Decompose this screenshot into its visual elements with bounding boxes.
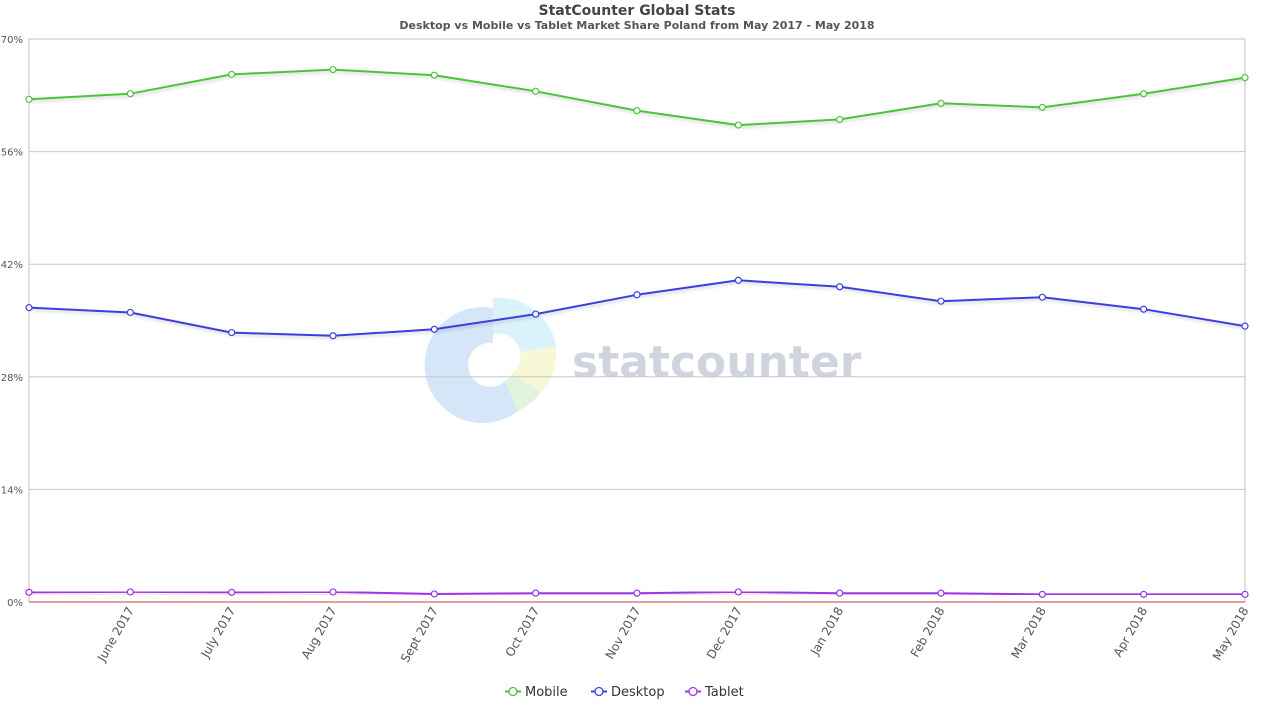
- y-tick-label: 56%: [1, 148, 23, 159]
- point-desktop[interactable]: [1038, 293, 1046, 301]
- statcounter-watermark-text: statcounter: [572, 337, 862, 388]
- legend-marker-tablet: [688, 686, 698, 697]
- point-mobile[interactable]: [1038, 103, 1046, 111]
- point-mobile[interactable]: [734, 121, 742, 129]
- legend-label-tablet: Tablet: [704, 685, 744, 700]
- point-desktop[interactable]: [734, 276, 742, 284]
- legend-marker-mobile: [508, 686, 518, 697]
- point-desktop[interactable]: [532, 310, 540, 318]
- x-tick-label: Mar 2018: [1008, 605, 1049, 661]
- statcounter-logo-watermark: [424, 297, 557, 424]
- point-desktop[interactable]: [1241, 322, 1249, 330]
- series: [25, 65, 1249, 598]
- chart-title: StatCounter Global Stats: [538, 3, 735, 19]
- x-tick-label: Feb 2018: [908, 605, 948, 660]
- point-mobile[interactable]: [25, 95, 33, 103]
- x-axis-ticks: June 2017 July 2017 Aug 2017 Sept 2017 Oct 2…: [94, 605, 1252, 665]
- x-tick-label: Sept 2017: [398, 605, 441, 665]
- point-desktop[interactable]: [430, 325, 438, 333]
- point-tablet[interactable]: [126, 588, 134, 596]
- series-desktop: [25, 276, 1249, 340]
- point-desktop[interactable]: [228, 328, 236, 337]
- point-tablet[interactable]: [1140, 590, 1148, 598]
- y-tick-label: 0%: [7, 598, 23, 609]
- line-mobile: [28, 68, 1246, 127]
- chart-subtitle: Desktop vs Mobile vs Tablet Market Share…: [399, 19, 874, 32]
- y-axis-ticks: 0% 14% 28% 42% 56% 70%: [1, 35, 23, 609]
- x-tick-label: Apr 2018: [1111, 605, 1151, 660]
- y-tick-label: 70%: [1, 35, 23, 46]
- y-tick-label: 42%: [1, 260, 23, 271]
- point-mobile[interactable]: [1140, 90, 1148, 98]
- y-tick-label: 14%: [1, 485, 23, 496]
- legend-label-mobile: Mobile: [525, 685, 568, 700]
- legend-item-mobile[interactable]: Mobile: [505, 685, 568, 700]
- line-desktop: [28, 279, 1246, 337]
- legend-marker-desktop: [594, 686, 604, 697]
- point-desktop[interactable]: [25, 304, 33, 312]
- x-tick-label: June 2017: [94, 605, 137, 665]
- point-mobile[interactable]: [836, 115, 844, 124]
- x-tick-label: Jan 2018: [807, 605, 846, 659]
- point-mobile[interactable]: [329, 65, 337, 74]
- point-mobile[interactable]: [937, 99, 945, 107]
- point-tablet[interactable]: [1038, 590, 1046, 598]
- point-tablet[interactable]: [430, 590, 438, 598]
- y-tick-label: 28%: [1, 373, 23, 384]
- point-tablet[interactable]: [734, 588, 742, 596]
- point-tablet[interactable]: [633, 589, 641, 597]
- x-tick-label: Aug 2017: [299, 605, 340, 662]
- x-tick-label: Nov 2017: [603, 605, 644, 662]
- point-tablet[interactable]: [532, 589, 540, 597]
- point-mobile[interactable]: [228, 70, 236, 78]
- legend-item-desktop[interactable]: Desktop: [591, 685, 665, 700]
- point-tablet[interactable]: [937, 589, 945, 597]
- point-desktop[interactable]: [836, 283, 844, 291]
- point-desktop[interactable]: [633, 291, 641, 299]
- point-desktop[interactable]: [1140, 305, 1148, 313]
- x-tick-label: May 2018: [1210, 605, 1252, 663]
- point-mobile[interactable]: [430, 71, 438, 79]
- point-desktop[interactable]: [937, 297, 945, 305]
- point-tablet[interactable]: [25, 588, 33, 596]
- point-mobile[interactable]: [633, 106, 641, 115]
- grid: [29, 38, 1245, 490]
- legend-item-tablet[interactable]: Tablet: [685, 685, 744, 700]
- x-tick-label: July 2017: [198, 605, 239, 661]
- legend[interactable]: Mobile Desktop Tablet: [505, 685, 744, 700]
- x-tick-label: Dec 2017: [704, 605, 745, 662]
- point-mobile[interactable]: [1241, 74, 1249, 82]
- point-desktop[interactable]: [126, 308, 134, 317]
- x-tick-label: Oct 2017: [503, 605, 543, 660]
- point-tablet[interactable]: [329, 588, 337, 596]
- point-mobile[interactable]: [532, 87, 540, 95]
- point-tablet[interactable]: [836, 589, 844, 597]
- series-tablet: [25, 588, 1249, 598]
- point-desktop[interactable]: [329, 332, 337, 340]
- legend-label-desktop: Desktop: [611, 685, 665, 700]
- point-tablet[interactable]: [1241, 590, 1249, 598]
- point-tablet[interactable]: [228, 588, 236, 596]
- point-mobile[interactable]: [126, 90, 134, 98]
- axes: [28, 38, 1246, 603]
- series-mobile: [25, 65, 1249, 129]
